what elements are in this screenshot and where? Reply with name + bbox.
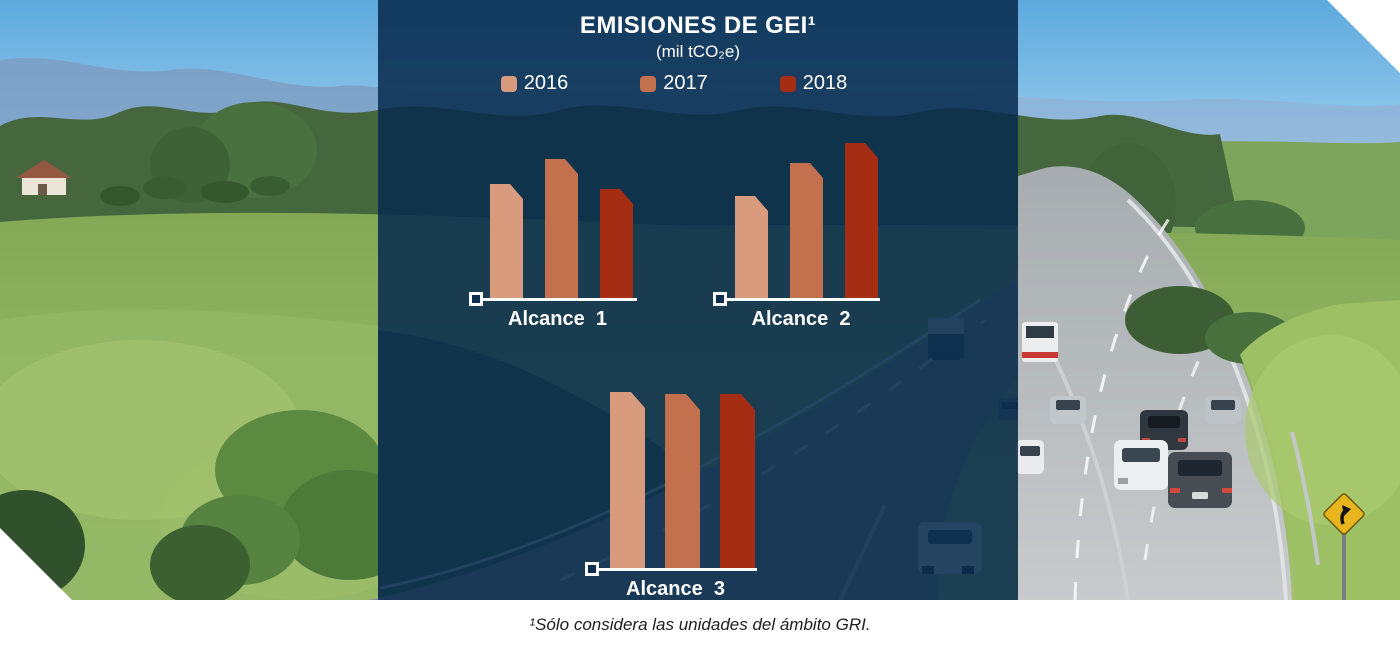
group-label: Alcance 2 xyxy=(751,308,851,330)
hill-highlight xyxy=(1245,335,1400,525)
bar-value-label: 49,6 xyxy=(597,162,636,184)
chart-header: EMISIONES DE GEI¹ (mil tCO₂e) xyxy=(378,12,1018,62)
corner-cut-top-right xyxy=(1327,0,1400,73)
bar-2018: 785,0 xyxy=(720,394,755,569)
bar-value-label: 781,6 xyxy=(657,367,708,389)
bar-value-label: 792,4 xyxy=(602,365,653,387)
axis-line xyxy=(722,298,880,301)
legend-item-2016: 2016 xyxy=(500,72,569,95)
legend: 2016 2017 2018 xyxy=(354,72,994,95)
chart-title: EMISIONES DE GEI¹ xyxy=(579,12,817,39)
bars-row: 792,4 781,6 785,0 xyxy=(610,392,755,569)
bar-value-label: 785,0 xyxy=(712,367,763,389)
car xyxy=(1205,396,1241,424)
axis-marker xyxy=(585,562,599,576)
car xyxy=(1016,440,1044,474)
axis-marker xyxy=(713,292,727,306)
bars-row: 11,5 15,3 17,5 xyxy=(735,143,878,299)
chart: EMISIONES DE GEI¹ (mil tCO₂e) 2016 2017 … xyxy=(378,0,1018,600)
lane-markings xyxy=(1073,205,1180,600)
bar-2016: 792,4 xyxy=(610,392,645,569)
axis-line xyxy=(594,568,757,571)
legend-item-2018: 2018 xyxy=(779,72,848,95)
bar-2018: 17,5 xyxy=(845,143,878,299)
car xyxy=(1050,396,1086,424)
bar-value-label: 63,2 xyxy=(542,132,581,154)
bar-2017: 63,2 xyxy=(545,159,578,299)
warning-sign-icon xyxy=(1323,493,1365,600)
car xyxy=(1168,452,1232,508)
bar-value-label: 52,0 xyxy=(487,157,526,179)
palm-trees xyxy=(100,176,290,206)
legend-item-2017: 2017 xyxy=(640,72,708,95)
chart-subtitle: (mil tCO₂e) xyxy=(655,42,741,61)
bar-2016: 52,0 xyxy=(490,184,523,299)
bar-2017: 15,3 xyxy=(790,163,823,299)
bus xyxy=(1022,322,1058,362)
bars-row: 52,0 63,2 49,6 xyxy=(490,159,633,299)
bar-2018: 49,6 xyxy=(600,189,633,299)
footnote: ¹Sólo considera las unidades del ámbito … xyxy=(529,615,871,634)
group-label: Alcance 3 xyxy=(626,578,725,600)
axis-marker xyxy=(469,292,483,306)
group-label: Alcance 1 xyxy=(508,308,607,330)
bar-value-label: 17,5 xyxy=(842,116,881,138)
bar-value-label: 11,5 xyxy=(732,169,771,191)
car xyxy=(1114,440,1168,490)
bar-value-label: 15,3 xyxy=(787,136,826,158)
legend-label: 2017 xyxy=(663,72,708,94)
bar-2016: 11,5 xyxy=(735,196,768,299)
legend-swatch xyxy=(640,75,657,92)
legend-swatch xyxy=(779,75,796,92)
legend-label: 2016 xyxy=(523,72,569,94)
footer: ¹Sólo considera las unidades del ámbito … xyxy=(0,600,1400,650)
axis-line xyxy=(478,298,637,301)
corner-cut-bottom-left xyxy=(0,528,72,600)
legend-swatch xyxy=(500,75,517,92)
bar-2017: 781,6 xyxy=(665,394,700,569)
legend-label: 2018 xyxy=(802,72,848,94)
farm-house xyxy=(16,160,72,195)
roadside-guardrail xyxy=(1290,431,1320,566)
